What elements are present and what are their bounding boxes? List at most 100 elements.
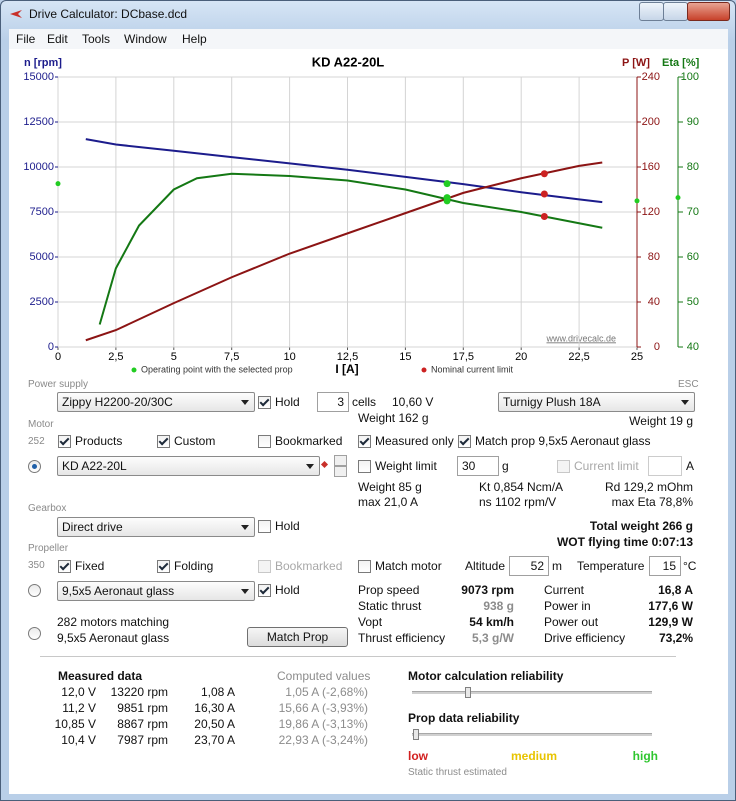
table-cell: 8867 rpm (117, 717, 168, 731)
table-cell: 7987 rpm (117, 733, 168, 747)
table-cell: 15,66 A (-3,93%) (278, 701, 368, 715)
chart-title: KD A22-20L (312, 54, 385, 69)
result-value: 54 km/h (469, 615, 514, 629)
result-value: 938 g (483, 599, 514, 613)
chart: KD A22-20L n [rpm] P [W] Eta [%] I [A] w… (23, 54, 699, 376)
table-cell: 1,05 A (-2,68%) (285, 685, 368, 699)
matching-count: 282 motors matching (57, 615, 170, 629)
window-title: Drive Calculator: DCbase.dcd (29, 7, 188, 21)
y-tick-label: 2500 (30, 296, 54, 308)
dropdown-value: 9,5x5 Aeronaut glass (62, 584, 175, 598)
legend-label: Operating point with the selected prop (141, 364, 293, 374)
y-tick-label: 0 (48, 341, 54, 353)
matching-prop: 9,5x5 Aeronaut glass (57, 631, 170, 645)
motor-radio[interactable] (28, 460, 41, 473)
legend-marker (421, 367, 427, 373)
match-prop-button[interactable]: Match Prop (247, 627, 348, 647)
menu-item[interactable]: File (16, 32, 36, 46)
cells-input[interactable]: 3 (317, 392, 349, 412)
y-tick-label: 80 (648, 251, 660, 263)
operating-point (443, 194, 451, 202)
esc-dropdown[interactable]: Turnigy Plush 18A (498, 392, 695, 412)
gearbox-dropdown[interactable]: Direct drive (57, 517, 255, 537)
motor-spec: Rd 129,2 mOhm (604, 480, 693, 494)
y-tick-label: 0 (654, 341, 660, 353)
prop-radio[interactable] (28, 584, 41, 597)
unit-label: cells (352, 395, 377, 409)
y-tick-label: 15000 (23, 71, 54, 83)
y-tick-label: 160 (642, 161, 660, 173)
spin-down[interactable] (334, 466, 347, 477)
result-value: 177,6 W (648, 599, 693, 613)
result-value: 9073 rpm (461, 583, 514, 597)
menu-item[interactable]: Window (124, 32, 167, 46)
y-tick-label: 40 (687, 341, 699, 353)
weight-limit-input[interactable]: 30 (457, 456, 499, 476)
input-value: 52 (530, 559, 544, 573)
result-value: 5,3 g/W (471, 631, 514, 645)
battery-weight: Weight 162 g (358, 411, 429, 425)
flying-time: WOT flying time 0:07:13 (556, 535, 693, 549)
title-bar: Drive Calculator: DCbase.dcd (1, 1, 735, 29)
table-cell: 13220 rpm (110, 685, 168, 699)
checkbox-label: Bookmarked (275, 559, 343, 573)
checkbox-label: Folding (174, 559, 214, 573)
reliability-title: Motor calculation reliability (408, 669, 564, 683)
x-tick-label: 22,5 (568, 351, 589, 363)
result-label: Vopt (358, 615, 383, 629)
menu-item[interactable]: Help (182, 32, 207, 46)
current-limit-input[interactable] (648, 456, 682, 476)
reliability-title: Prop data reliability (408, 711, 520, 725)
data-line (85, 138, 603, 204)
x-tick-label: 25 (631, 351, 643, 363)
table-cell: 12,0 V (61, 685, 96, 699)
x-tick-label: 15 (399, 351, 411, 363)
operating-point (540, 190, 548, 198)
spin-up[interactable] (334, 455, 347, 466)
y-tick-label: 7500 (30, 206, 54, 218)
operating-point (443, 180, 451, 188)
battery-dropdown[interactable]: Zippy H2200-20/30C (57, 392, 255, 412)
result-label: Power in (544, 599, 591, 613)
close-button[interactable] (687, 2, 730, 21)
axis-marker (55, 181, 61, 187)
separator (40, 656, 676, 657)
motor-count: 252 (28, 436, 45, 447)
slider-thumb (413, 729, 419, 740)
table-cell: 22,93 A (-3,24%) (278, 733, 368, 747)
checkbox-label: Current limit (574, 459, 639, 473)
slider-thumb (465, 687, 471, 698)
menu-item[interactable]: Edit (47, 32, 68, 46)
legend-label: Nominal current limit (431, 364, 514, 374)
result-value: 16,8 A (658, 583, 693, 597)
table-cell: 23,70 A (194, 733, 235, 747)
checkbox-label: Fixed (75, 559, 105, 573)
unit-label: A (686, 459, 695, 473)
input-value: 15 (662, 559, 676, 573)
motor-dropdown[interactable]: KD A22-20L (57, 456, 320, 476)
menu-item[interactable]: Tools (82, 32, 111, 46)
scale-medium: medium (511, 749, 558, 763)
table-cell: 16,30 A (194, 701, 235, 715)
prop-reliability-slider (412, 733, 652, 736)
y-tick-label: 10000 (23, 161, 54, 173)
axis-marker (634, 198, 640, 204)
legend-marker (131, 367, 137, 373)
y-tick-label: 70 (687, 206, 699, 218)
prop-dropdown[interactable]: 9,5x5 Aeronaut glass (57, 581, 255, 601)
temperature-input[interactable]: 15 (649, 556, 681, 576)
x-tick-label: 2,5 (108, 351, 123, 363)
table-cell: 20,50 A (194, 717, 235, 731)
checkbox-label: Weight limit (375, 459, 437, 473)
y-tick-label: 120 (642, 206, 660, 218)
result-label: Thrust efficiency (358, 631, 446, 645)
altitude-input[interactable]: 52 (509, 556, 549, 576)
checkbox-label: Custom (174, 434, 216, 448)
section-label: Propeller (28, 543, 69, 554)
x-tick-label: 10 (283, 351, 295, 363)
table-cell: 10,4 V (61, 733, 96, 747)
checkbox-label: Match motor (375, 559, 442, 573)
matching-radio[interactable] (28, 627, 41, 640)
motor-spec: Kt 0,854 Ncm/A (479, 480, 564, 494)
